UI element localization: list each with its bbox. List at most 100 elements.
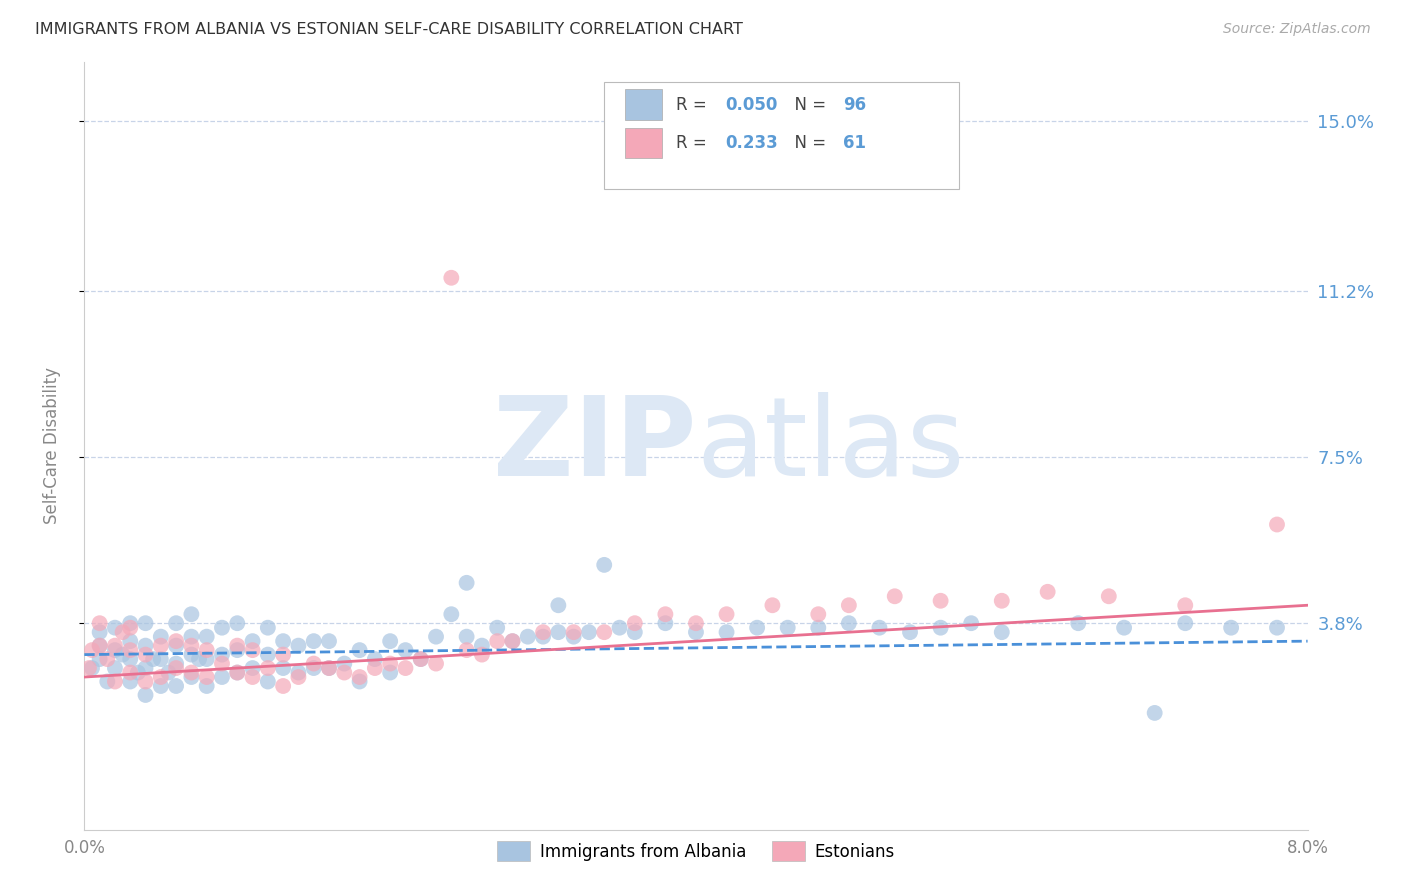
Point: [135, 661, 157, 675]
Point: [1036, 584, 1059, 599]
Point: [195, 679, 218, 693]
Point: [195, 652, 218, 666]
Point: [257, 621, 280, 635]
Point: [1265, 517, 1288, 532]
Point: [456, 575, 478, 590]
Point: [89, 652, 111, 666]
Point: [898, 625, 921, 640]
Point: [242, 643, 264, 657]
Point: [531, 625, 554, 640]
Text: ZIP: ZIP: [492, 392, 696, 500]
Point: [761, 599, 783, 613]
Point: [929, 594, 952, 608]
Text: N =: N =: [785, 95, 831, 113]
Point: [165, 616, 187, 631]
Point: [104, 621, 127, 635]
Point: [302, 657, 325, 671]
Point: [991, 594, 1014, 608]
Point: [211, 670, 233, 684]
Point: [807, 607, 830, 622]
Point: [165, 634, 187, 648]
Point: [883, 589, 905, 603]
Point: [120, 643, 142, 657]
Point: [562, 625, 585, 640]
Point: [960, 616, 983, 631]
Point: [593, 625, 616, 640]
Point: [609, 621, 631, 635]
Text: 61: 61: [842, 134, 866, 152]
Point: [562, 630, 585, 644]
Point: [409, 652, 432, 666]
Point: [149, 639, 172, 653]
Point: [180, 607, 202, 622]
Point: [120, 621, 142, 635]
Point: [242, 670, 264, 684]
Point: [486, 634, 509, 648]
Point: [226, 639, 249, 653]
Point: [333, 665, 356, 680]
Point: [654, 607, 676, 622]
Point: [349, 670, 371, 684]
Point: [120, 652, 142, 666]
Point: [380, 657, 402, 671]
Point: [1098, 589, 1121, 603]
Point: [547, 599, 569, 613]
Point: [471, 639, 494, 653]
Point: [869, 621, 891, 635]
Point: [991, 625, 1014, 640]
Point: [349, 643, 371, 657]
Bar: [626, 89, 662, 120]
Point: [149, 630, 172, 644]
Point: [211, 621, 233, 635]
Point: [257, 648, 280, 662]
Point: [157, 665, 180, 680]
Point: [96, 674, 118, 689]
Point: [716, 607, 738, 622]
Point: [440, 607, 463, 622]
Point: [165, 679, 187, 693]
Text: N =: N =: [785, 134, 831, 152]
Point: [89, 639, 111, 653]
Text: R =: R =: [676, 134, 713, 152]
Point: [425, 630, 447, 644]
Point: [195, 630, 218, 644]
Point: [226, 616, 249, 631]
Point: [104, 674, 127, 689]
Point: [654, 616, 676, 631]
Point: [89, 639, 111, 653]
Point: [502, 634, 524, 648]
Point: [271, 679, 294, 693]
Point: [226, 665, 249, 680]
Point: [96, 652, 118, 666]
Point: [318, 661, 340, 675]
Point: [180, 670, 202, 684]
Point: [89, 625, 111, 640]
Point: [242, 661, 264, 675]
Point: [242, 634, 264, 648]
Point: [180, 648, 202, 662]
Point: [287, 639, 309, 653]
Point: [120, 634, 142, 648]
Point: [111, 625, 134, 640]
Point: [302, 634, 325, 648]
Point: [380, 634, 402, 648]
Point: [547, 625, 569, 640]
Point: [180, 665, 202, 680]
Bar: [626, 128, 662, 158]
Point: [149, 679, 172, 693]
Point: [807, 621, 830, 635]
Point: [257, 661, 280, 675]
Point: [516, 630, 538, 644]
Point: [89, 616, 111, 631]
Point: [1067, 616, 1090, 631]
Point: [257, 674, 280, 689]
Point: [195, 670, 218, 684]
Point: [165, 639, 187, 653]
Point: [195, 643, 218, 657]
Point: [135, 639, 157, 653]
Point: [838, 616, 860, 631]
Point: [287, 665, 309, 680]
Point: [80, 643, 103, 657]
Point: [425, 657, 447, 671]
Point: [1143, 706, 1166, 720]
